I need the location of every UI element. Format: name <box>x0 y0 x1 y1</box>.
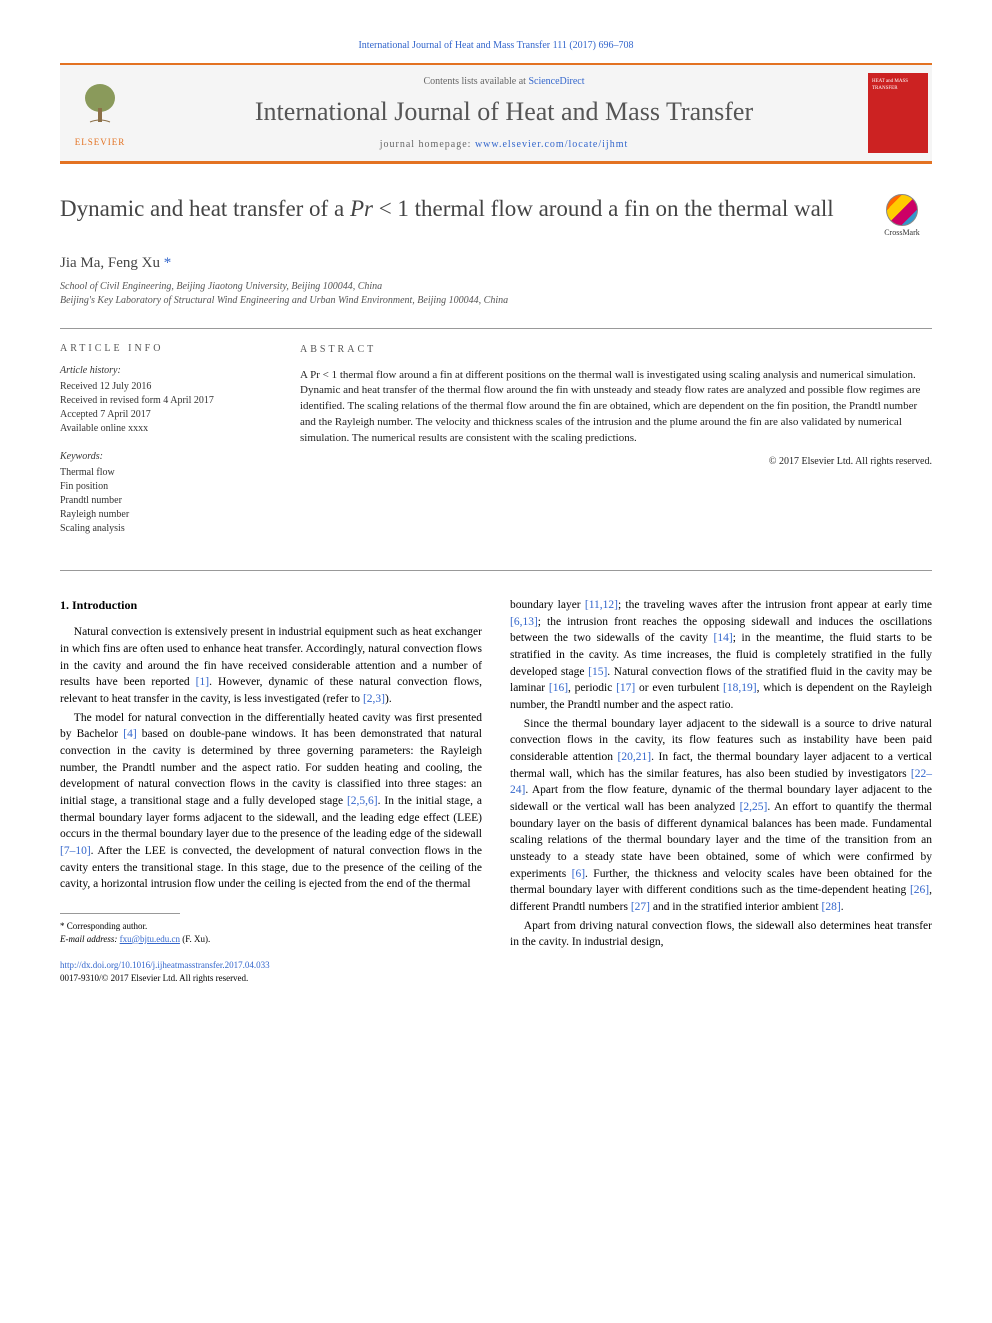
article-title: Dynamic and heat transfer of a Pr < 1 th… <box>60 194 852 224</box>
corresponding-author-note: * Corresponding author. <box>60 920 482 933</box>
paragraph: Since the thermal boundary layer adjacen… <box>510 716 932 916</box>
doi-link[interactable]: http://dx.doi.org/10.1016/j.ijheatmasstr… <box>60 960 270 970</box>
keyword-item: Scaling analysis <box>60 522 260 536</box>
issn-copyright: 0017-9310/© 2017 Elsevier Ltd. All right… <box>60 972 482 985</box>
abstract-text: A Pr < 1 thermal flow around a fin at di… <box>300 368 932 448</box>
doi-block: http://dx.doi.org/10.1016/j.ijheatmasstr… <box>60 959 482 984</box>
column-left: 1. Introduction Natural convection is ex… <box>60 597 482 985</box>
paragraph: The model for natural convection in the … <box>60 710 482 893</box>
body-text: 1. Introduction Natural convection is ex… <box>60 597 932 985</box>
corresponding-marker: * <box>164 255 172 271</box>
crossmark-badge[interactable]: CrossMark <box>872 194 932 237</box>
contents-prefix: Contents lists available at <box>423 76 528 87</box>
abstract-block: abstract A Pr < 1 thermal flow around a … <box>300 343 932 550</box>
footnote-block: * Corresponding author. E-mail address: … <box>60 920 482 945</box>
cover-text: HEAT and MASS TRANSFER <box>868 73 928 98</box>
author-names: Jia Ma, Feng Xu <box>60 255 160 271</box>
paragraph: Apart from driving natural convection fl… <box>510 918 932 951</box>
author-list: Jia Ma, Feng Xu * <box>60 255 932 272</box>
body-divider <box>60 570 932 571</box>
title-variable: Pr <box>350 196 373 221</box>
paragraph: boundary layer [11,12]; the traveling wa… <box>510 597 932 714</box>
history-item: Accepted 7 April 2017 <box>60 408 260 422</box>
column-right: boundary layer [11,12]; the traveling wa… <box>510 597 932 985</box>
history-label: Article history: <box>60 364 260 378</box>
keywords-label: Keywords: <box>60 450 260 464</box>
footnote-rule <box>60 913 180 914</box>
keyword-item: Fin position <box>60 480 260 494</box>
elsevier-tree-icon <box>75 80 125 130</box>
title-text-post: < 1 thermal flow around a fin on the the… <box>373 196 834 221</box>
section-heading: 1. Introduction <box>60 597 482 614</box>
publisher-name: ELSEVIER <box>60 137 140 147</box>
article-info-heading: article info <box>60 343 260 354</box>
publisher-logo: ELSEVIER <box>60 80 140 147</box>
abstract-copyright: © 2017 Elsevier Ltd. All rights reserved… <box>300 455 932 470</box>
section-divider <box>60 328 932 329</box>
abstract-heading: abstract <box>300 343 932 358</box>
keyword-item: Prandtl number <box>60 494 260 508</box>
homepage-prefix: journal homepage: <box>380 139 475 150</box>
crossmark-icon <box>886 194 918 226</box>
keyword-item: Thermal flow <box>60 466 260 480</box>
paragraph: Natural convection is extensively presen… <box>60 624 482 707</box>
header-bottom-rule <box>60 161 932 164</box>
crossmark-label: CrossMark <box>884 228 920 237</box>
keyword-item: Rayleigh number <box>60 508 260 522</box>
history-item: Available online xxxx <box>60 422 260 436</box>
affiliation-line: School of Civil Engineering, Beijing Jia… <box>60 280 932 294</box>
homepage-link[interactable]: www.elsevier.com/locate/ijhmt <box>475 139 628 150</box>
history-item: Received 12 July 2016 <box>60 380 260 394</box>
affiliation-line: Beijing's Key Laboratory of Structural W… <box>60 294 932 308</box>
journal-homepage: journal homepage: www.elsevier.com/locat… <box>140 139 868 150</box>
journal-cover-thumbnail: HEAT and MASS TRANSFER <box>868 73 928 153</box>
title-text-pre: Dynamic and heat transfer of a <box>60 196 350 221</box>
email-label: E-mail address: <box>60 934 120 944</box>
journal-reference: International Journal of Heat and Mass T… <box>60 40 932 51</box>
article-info-block: article info Article history: Received 1… <box>60 343 260 550</box>
contents-available: Contents lists available at ScienceDirec… <box>140 76 868 87</box>
history-item: Received in revised form 4 April 2017 <box>60 394 260 408</box>
corresponding-email-link[interactable]: fxu@bjtu.edu.cn <box>120 934 180 944</box>
email-suffix: (F. Xu). <box>180 934 210 944</box>
affiliations: School of Civil Engineering, Beijing Jia… <box>60 280 932 308</box>
journal-title: International Journal of Heat and Mass T… <box>140 97 868 127</box>
journal-header: ELSEVIER Contents lists available at Sci… <box>60 65 932 161</box>
sciencedirect-link[interactable]: ScienceDirect <box>528 76 584 87</box>
